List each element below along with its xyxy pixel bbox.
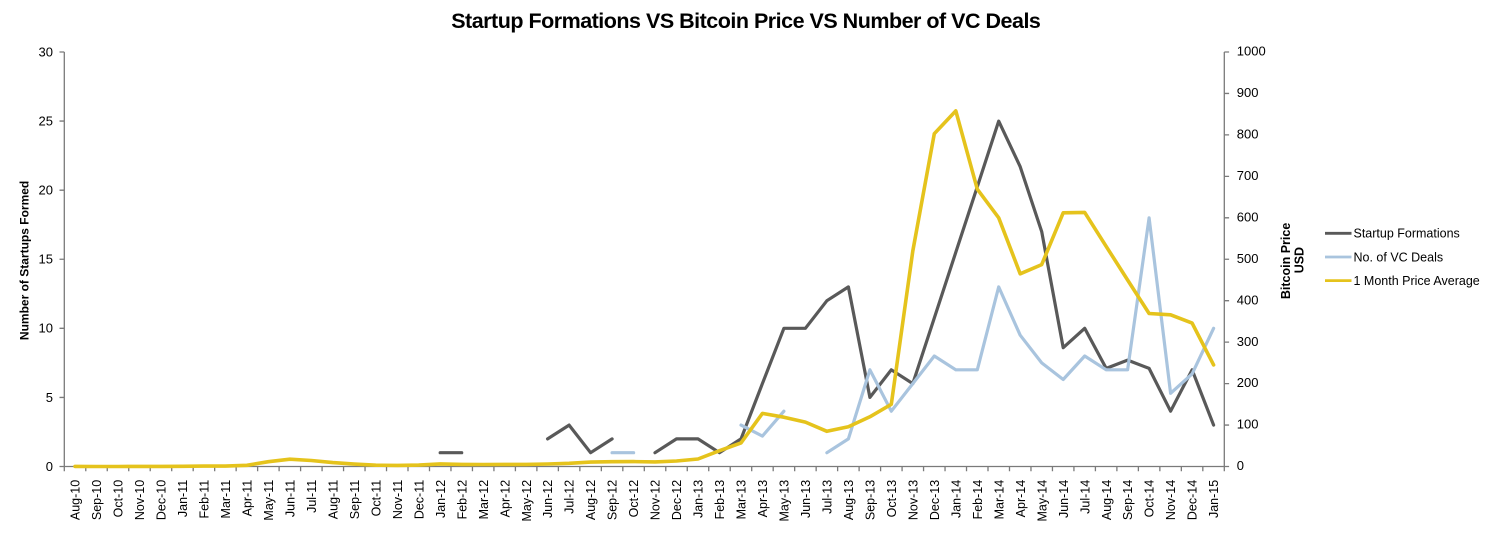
svg-text:Sep-10: Sep-10 [90,480,104,520]
svg-text:30: 30 [39,44,53,59]
svg-text:Nov-10: Nov-10 [133,480,147,520]
svg-text:15: 15 [39,252,53,267]
svg-text:May-14: May-14 [1035,480,1049,522]
svg-text:Jul-11: Jul-11 [305,480,319,513]
svg-text:Startup Formations VS Bitcoin: Startup Formations VS Bitcoin Price VS N… [451,9,1041,33]
svg-text:Nov-12: Nov-12 [649,480,663,520]
svg-text:Apr-13: Apr-13 [756,480,770,518]
svg-text:Jul-12: Jul-12 [563,480,577,514]
svg-text:Mar-14: Mar-14 [992,480,1006,520]
svg-text:Bitcoin Price: Bitcoin Price [1279,223,1293,299]
svg-text:500: 500 [1237,251,1259,266]
svg-text:5: 5 [46,390,53,405]
svg-text:Apr-11: Apr-11 [241,480,255,517]
svg-text:Oct-12: Oct-12 [627,480,641,518]
svg-text:400: 400 [1237,292,1259,307]
svg-text:25: 25 [39,114,53,129]
svg-text:Sep-14: Sep-14 [1121,480,1135,520]
svg-text:Jan-11: Jan-11 [176,480,190,517]
svg-text:200: 200 [1237,375,1259,390]
svg-text:May-12: May-12 [520,480,534,522]
svg-text:Jan-13: Jan-13 [692,480,706,518]
svg-text:USD: USD [1292,247,1306,273]
svg-text:May-11: May-11 [262,480,276,521]
svg-text:Dec-13: Dec-13 [928,480,942,520]
svg-text:20: 20 [39,183,53,198]
svg-text:Apr-12: Apr-12 [498,480,512,518]
svg-text:Sep-13: Sep-13 [864,480,878,520]
svg-text:Jan-14: Jan-14 [949,480,963,518]
svg-text:No. of VC Deals: No. of VC Deals [1354,250,1444,264]
svg-text:Jul-14: Jul-14 [1078,480,1092,514]
svg-text:Aug-13: Aug-13 [842,480,856,520]
svg-text:Apr-14: Apr-14 [1014,480,1028,518]
svg-text:Sep-11: Sep-11 [348,480,362,519]
svg-text:700: 700 [1237,168,1259,183]
svg-text:Startup Formations: Startup Formations [1354,227,1460,241]
svg-text:Oct-10: Oct-10 [112,480,126,518]
svg-text:0: 0 [46,459,53,474]
svg-text:Jan-15: Jan-15 [1207,480,1221,518]
svg-text:Aug-10: Aug-10 [69,480,83,520]
svg-text:Sep-12: Sep-12 [606,480,620,520]
svg-text:Nov-13: Nov-13 [906,480,920,520]
svg-text:Dec-14: Dec-14 [1186,480,1200,520]
svg-text:300: 300 [1237,334,1259,349]
svg-text:Jul-13: Jul-13 [821,480,835,514]
svg-text:Jun-12: Jun-12 [541,480,555,518]
svg-text:1000: 1000 [1237,44,1266,59]
svg-text:Aug-12: Aug-12 [584,480,598,520]
svg-text:Aug-14: Aug-14 [1100,480,1114,520]
svg-text:Oct-14: Oct-14 [1143,480,1157,518]
svg-text:Dec-10: Dec-10 [155,480,169,520]
svg-text:Feb-14: Feb-14 [971,480,985,520]
svg-text:800: 800 [1237,127,1259,142]
svg-text:Feb-13: Feb-13 [713,480,727,520]
svg-text:Mar-13: Mar-13 [735,480,749,520]
svg-text:900: 900 [1237,85,1259,100]
svg-text:Mar-12: Mar-12 [477,480,491,520]
svg-text:10: 10 [39,321,53,336]
svg-text:Mar-11: Mar-11 [219,480,233,519]
svg-text:Oct-11: Oct-11 [369,480,383,517]
svg-text:600: 600 [1237,209,1259,224]
svg-text:Oct-13: Oct-13 [885,480,899,518]
svg-text:0: 0 [1237,458,1244,473]
svg-text:May-13: May-13 [778,480,792,522]
svg-text:Dec-12: Dec-12 [670,480,684,520]
svg-text:Jun-11: Jun-11 [284,480,298,517]
svg-text:Feb-12: Feb-12 [455,480,469,520]
svg-text:Feb-11: Feb-11 [198,480,212,519]
svg-text:Number of Startups Formed: Number of Startups Formed [18,181,32,340]
svg-text:Jun-13: Jun-13 [799,480,813,518]
svg-text:Jun-14: Jun-14 [1057,480,1071,518]
svg-text:1 Month Price Average: 1 Month Price Average [1354,274,1480,288]
svg-text:100: 100 [1237,417,1259,432]
svg-text:Nov-11: Nov-11 [391,480,405,519]
svg-text:Jan-12: Jan-12 [434,480,448,518]
svg-text:Aug-11: Aug-11 [326,480,340,519]
svg-text:Dec-11: Dec-11 [412,480,426,519]
svg-text:Nov-14: Nov-14 [1164,480,1178,520]
